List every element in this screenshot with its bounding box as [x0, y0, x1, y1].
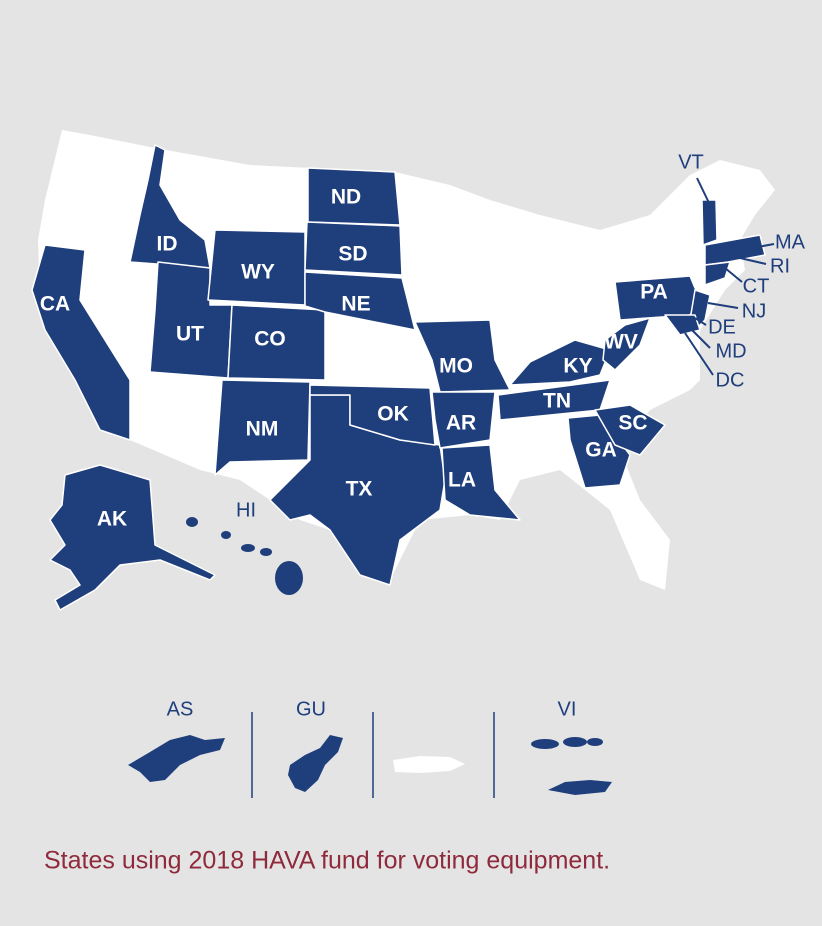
state — [307, 167, 401, 226]
state-label: ND — [331, 186, 361, 209]
state-label: CA — [40, 293, 70, 316]
guam — [288, 735, 343, 792]
state — [304, 271, 416, 331]
state-label: CO — [254, 328, 286, 351]
state-label: SD — [338, 243, 367, 266]
callout-label: RI — [770, 255, 790, 277]
state-label: NM — [246, 418, 279, 441]
callout-label: CT — [743, 275, 770, 297]
state-label: GA — [585, 439, 617, 462]
state-label: WV — [604, 331, 638, 354]
american-samoa — [128, 735, 225, 782]
state-label: AR — [446, 412, 476, 435]
state — [309, 384, 436, 446]
state-label: NE — [341, 293, 370, 316]
state-label: ID — [157, 233, 178, 256]
state-label: OK — [377, 403, 409, 426]
caption: States using 2018 HAVA fund for voting e… — [44, 847, 610, 875]
callout-label: NJ — [742, 300, 766, 322]
callout-label: MD — [715, 340, 746, 362]
highlighted-states — [31, 144, 766, 611]
state — [431, 391, 496, 449]
state — [594, 404, 666, 456]
callout-label: VT — [678, 151, 704, 173]
state-label: SC — [618, 412, 647, 435]
state-label: PA — [640, 281, 668, 304]
state — [441, 444, 521, 521]
state — [227, 304, 326, 381]
state — [214, 379, 311, 476]
state-label: KY — [563, 355, 592, 378]
state-label: LA — [448, 469, 476, 492]
territory-label: GU — [296, 698, 326, 720]
callout-label: HI — [236, 499, 256, 521]
state-label: AK — [97, 508, 127, 531]
callout-labels: VT MA RI CT NJ DE MD DC HI — [236, 151, 806, 521]
territory-label: AS — [167, 698, 194, 720]
state-label: MO — [439, 355, 473, 378]
territory-label: VI — [558, 698, 577, 720]
callout-label: DC — [716, 369, 745, 391]
state-label: TN — [543, 390, 571, 413]
state — [414, 319, 511, 393]
state — [31, 244, 131, 441]
state — [701, 199, 718, 246]
callout-label: MA — [775, 231, 806, 253]
puerto-rico — [393, 756, 465, 773]
virgin-islands — [531, 737, 612, 795]
state-label: UT — [176, 323, 204, 346]
state — [49, 464, 216, 611]
callout-label: DE — [708, 316, 736, 338]
hawaii — [186, 517, 303, 595]
state-label: TX — [346, 478, 373, 501]
state — [704, 261, 731, 286]
state — [304, 221, 403, 276]
state-labels: CA ID WY UT CO ND SD NE NM TX OK MO AR L… — [40, 186, 668, 531]
state-label: WY — [241, 261, 275, 284]
leader-lines — [684, 177, 775, 376]
state — [602, 317, 651, 371]
territories: AS GU VI — [128, 698, 612, 798]
state — [129, 144, 211, 269]
